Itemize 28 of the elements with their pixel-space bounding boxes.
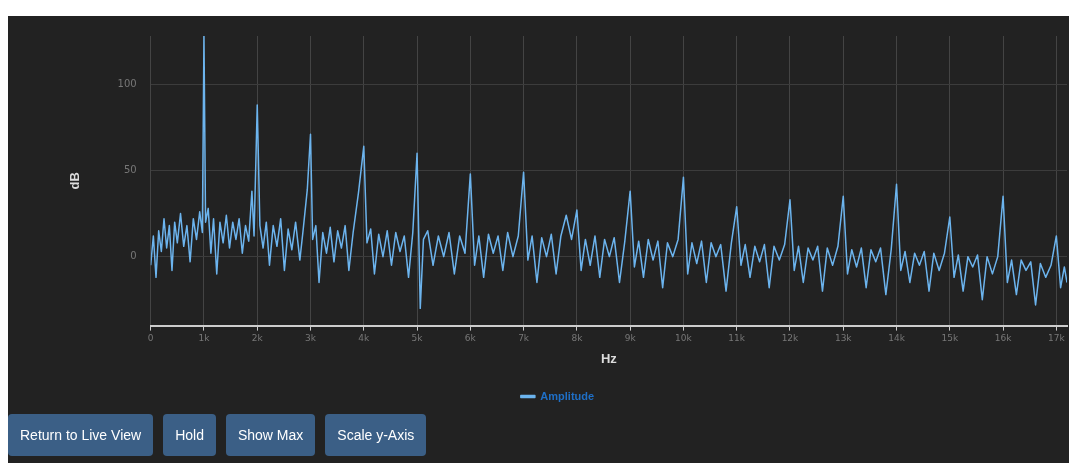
y-tick-label: 100 <box>117 77 137 89</box>
button: Show Max <box>225 414 316 456</box>
x-tick-label: 14k <box>888 333 906 344</box>
x-tick-label: 3k <box>305 333 317 344</box>
legend-label: Amplitude <box>540 389 595 402</box>
button: Scale y-Axis <box>325 414 427 456</box>
x-tick-label: 12k <box>781 333 800 344</box>
x-tick-label: 1k <box>198 333 211 344</box>
x-tick-label: 9k <box>624 333 637 344</box>
x-tick-label: 13k <box>834 333 853 344</box>
x-tick-label: 11k <box>728 333 746 344</box>
x-tick-label: 10k <box>675 333 693 344</box>
x-tick-label: 2k <box>251 333 264 344</box>
x-tick-label: 0 <box>147 333 154 344</box>
button: Hold <box>163 414 216 456</box>
x-tick-label: 8k <box>571 333 584 344</box>
x-tick-label: 15k <box>941 333 959 344</box>
x-tick-label: 17k <box>1048 333 1066 344</box>
x-tick-label: 6k <box>464 333 477 344</box>
x-tick-label: 7k <box>518 333 530 344</box>
button: Return to Live View <box>8 414 154 456</box>
y-tick-label: 50 <box>123 164 137 176</box>
x-tick-label: 16k <box>994 333 1013 344</box>
y-tick-label: 0 <box>130 250 137 262</box>
x-tick-label: 4k <box>358 333 371 344</box>
x-tick-label: 5k <box>411 333 424 344</box>
x-axis-title: Hz <box>600 350 618 366</box>
y-axis-title: dB <box>67 172 83 190</box>
